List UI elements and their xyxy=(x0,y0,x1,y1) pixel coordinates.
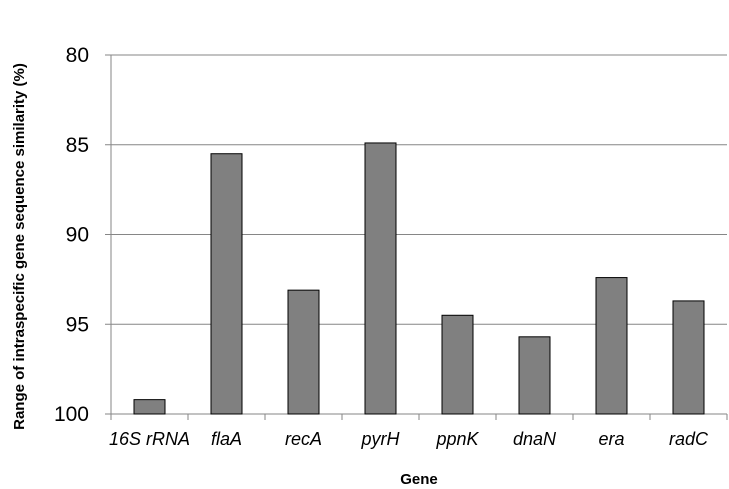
bar-dnan xyxy=(518,336,551,415)
x-tick-label: dnaN xyxy=(513,429,557,449)
bar-pyrh xyxy=(364,142,397,415)
x-tick-label: pyrH xyxy=(360,429,400,449)
x-tick-labels: 16S rRNA flaA recA pyrH ppnK dnaN era radC xyxy=(109,429,709,449)
x-tick-label: recA xyxy=(285,429,322,449)
x-tick-label: era xyxy=(598,429,624,449)
gridlines xyxy=(111,54,727,415)
bar-era xyxy=(595,277,628,415)
bar-ppnk xyxy=(441,314,474,415)
y-tick-label: 95 xyxy=(66,313,89,336)
x-tick-label: 16S rRNA xyxy=(109,429,190,449)
bar-flaa xyxy=(210,153,243,415)
y-tick-labels: 80 85 90 95 100 xyxy=(54,44,89,426)
y-tick-label: 90 xyxy=(66,224,89,247)
x-tick-label: flaA xyxy=(211,429,242,449)
y-tick-label: 80 xyxy=(66,44,89,67)
y-tick-label: 85 xyxy=(66,134,89,157)
y-axis-title: Range of intraspecific gene sequence sim… xyxy=(11,63,28,430)
bar-reca xyxy=(287,289,320,415)
y-tick-label: 100 xyxy=(54,403,89,426)
bar-radc xyxy=(672,300,705,415)
x-tick-label: ppnK xyxy=(435,429,479,449)
bars xyxy=(133,142,705,415)
axes xyxy=(105,54,728,420)
x-tick-label: radC xyxy=(669,429,709,449)
x-axis-title: Gene xyxy=(400,471,438,488)
bar-16s-rrna xyxy=(133,399,166,415)
